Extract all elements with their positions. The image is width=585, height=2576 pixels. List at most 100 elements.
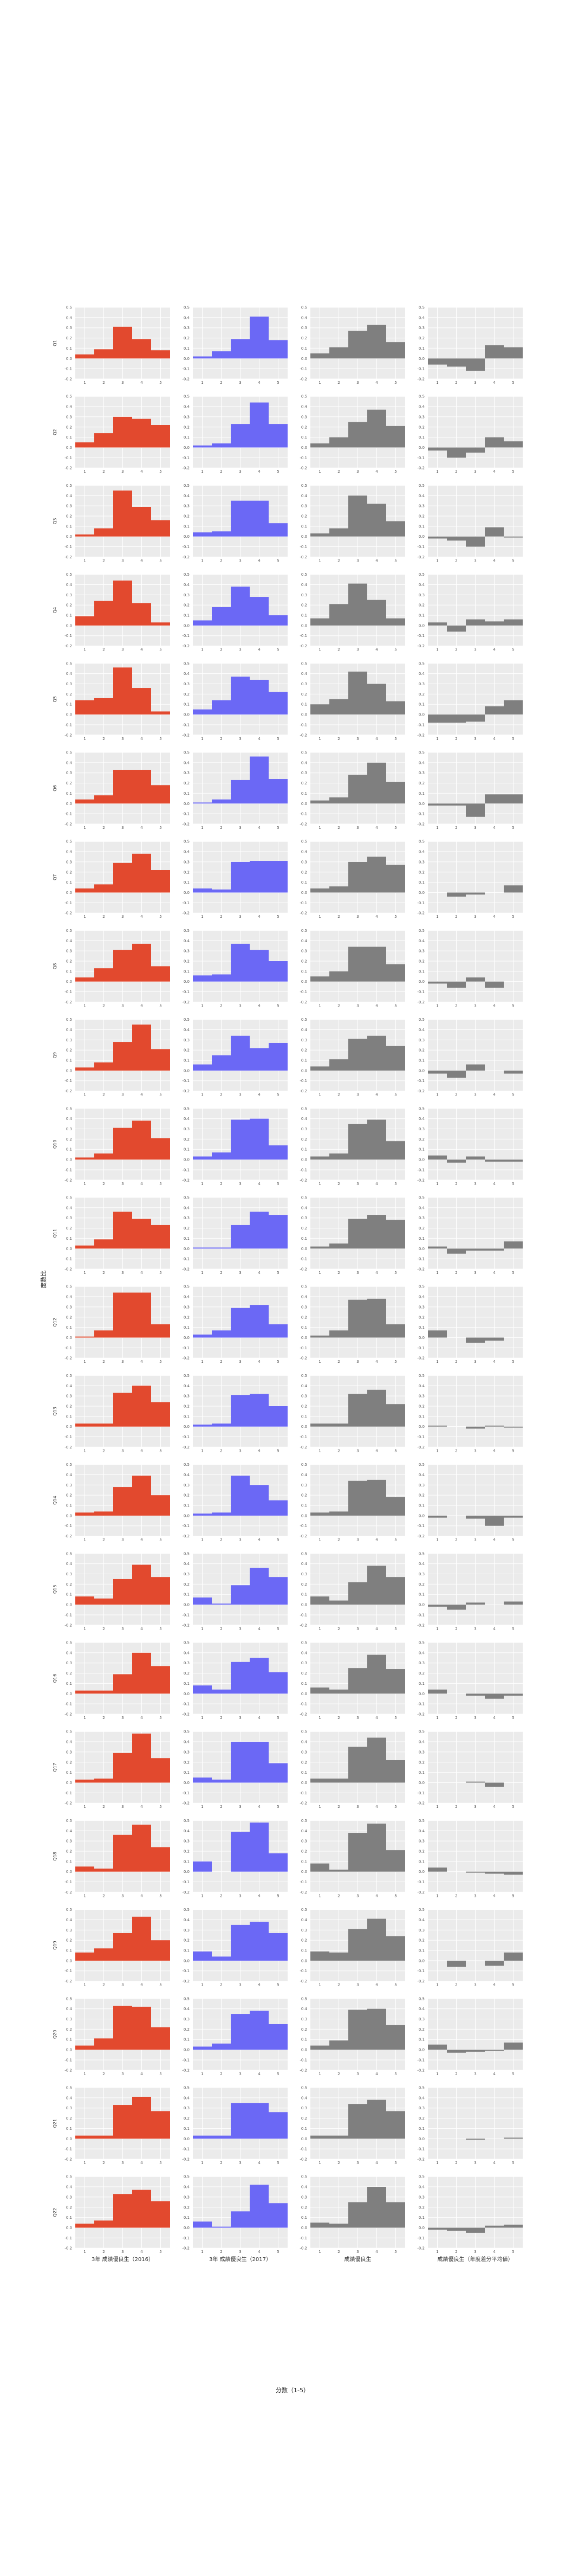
bar	[113, 580, 132, 626]
bar	[310, 2223, 329, 2228]
y-tick-label: 0.1	[419, 1504, 425, 1508]
y-tick-label: -0.2	[64, 555, 72, 559]
y-tick-label: 0.0	[419, 1336, 425, 1340]
y-tick-label: 0.3	[419, 2017, 425, 2021]
x-tick-label: 4	[258, 2161, 261, 2165]
bar	[428, 2044, 447, 2050]
bar	[151, 1049, 170, 1071]
bar	[94, 1239, 113, 1249]
bar	[250, 1305, 269, 1338]
y-tick-label: 0.3	[66, 1572, 72, 1576]
y-tick-label: 0.5	[66, 929, 72, 933]
y-tick-label: 0.1	[184, 880, 190, 885]
y-tick-label: 0.5	[301, 1997, 307, 2001]
y-tick-label: 0.2	[301, 2116, 307, 2121]
x-tick-label: 5	[159, 915, 161, 919]
y-tick-label: 0.4	[301, 1651, 308, 1655]
y-tick-label: -0.1	[64, 2058, 72, 2062]
y-tick-label: 0.2	[301, 692, 307, 697]
y-tick-label: 0.2	[419, 1315, 425, 1319]
bar	[269, 523, 288, 537]
y-tick-label: 0.4	[419, 761, 425, 765]
panel: -0.2-0.10.00.10.20.30.40.51 2 3 4 5	[182, 1017, 288, 1097]
y-tick-label: 0.0	[184, 446, 190, 450]
x-tick-label: 5	[512, 558, 514, 563]
y-tick-label: 0.3	[301, 1750, 307, 1754]
panel: -0.2-0.10.00.10.20.30.40.51 2 3 4 5	[182, 1106, 288, 1186]
y-tick-label: 0.5	[301, 1730, 307, 1734]
x-tick-label: 5	[394, 1182, 396, 1186]
bar	[310, 353, 329, 359]
bar	[329, 1952, 348, 1961]
y-tick-label: -0.2	[64, 733, 72, 737]
y-tick-label: -0.2	[64, 1979, 72, 1983]
bar	[113, 770, 132, 804]
x-tick-label: 1	[318, 648, 321, 652]
y-tick-label: 0.1	[184, 435, 190, 440]
y-tick-label: 0.0	[301, 1959, 307, 1963]
x-tick-label: 3	[474, 2161, 476, 2165]
y-tick-label: 0.5	[184, 2175, 190, 2179]
bar	[310, 1156, 329, 1160]
bar	[151, 1577, 170, 1605]
bar	[269, 1763, 288, 1783]
bar	[75, 1157, 94, 1160]
bar	[447, 1248, 466, 1254]
x-tick-label: 4	[258, 1360, 261, 1364]
panel: -0.2-0.10.00.10.20.30.40.51 2 3 4 5	[64, 1551, 170, 1631]
bar	[269, 2024, 288, 2050]
x-tick-label: 5	[394, 1627, 396, 1631]
bar	[329, 1511, 348, 1516]
y-tick-label: 0.0	[184, 2226, 190, 2230]
y-tick-label: 0.2	[301, 1315, 307, 1319]
x-tick-label: 4	[140, 1271, 143, 1275]
bar	[504, 1601, 523, 1605]
x-tick-label: 4	[375, 1271, 378, 1275]
x-tick-label: 5	[394, 2161, 396, 2165]
bar	[310, 1863, 329, 1872]
y-tick-label: -0.2	[417, 377, 425, 382]
bar	[94, 2038, 113, 2050]
bar	[310, 2045, 329, 2050]
panel: -0.2-0.10.00.10.20.30.40.51 2 3 4 5	[417, 484, 523, 563]
x-tick-label: 2	[220, 1003, 222, 1008]
panel: -0.2-0.10.00.10.20.30.40.51 2 3 4 5	[300, 1551, 405, 1631]
x-tick-label: 3	[121, 1627, 123, 1631]
y-tick-label: -0.2	[300, 1000, 307, 1004]
panel: -0.2-0.10.00.10.20.30.40.51 2 3 4 5	[182, 1908, 288, 1987]
bar	[113, 2006, 132, 2050]
y-tick-label: 0.4	[184, 405, 190, 409]
bar	[193, 888, 212, 893]
y-tick-label: 0.1	[66, 614, 72, 618]
panel: -0.2-0.10.00.10.20.30.40.51 2 3 4 5	[64, 1641, 170, 1720]
y-tick-label: -0.1	[182, 990, 190, 994]
bar	[466, 1426, 485, 1429]
y-tick-label: 0.5	[301, 1551, 307, 1556]
bar	[329, 797, 348, 804]
y-tick-label: -0.2	[182, 822, 190, 827]
y-tick-label: 0.4	[419, 1384, 425, 1388]
y-tick-label: 0.1	[66, 2038, 72, 2042]
x-tick-label: 4	[140, 648, 143, 652]
y-tick-label: 0.5	[419, 1641, 425, 1645]
x-tick-label: 1	[201, 381, 203, 385]
x-tick-label: 2	[337, 1894, 340, 1898]
bar	[151, 1758, 170, 1783]
bar	[113, 416, 132, 448]
x-tick-label: 1	[436, 1894, 438, 1898]
x-tick-label: 5	[512, 737, 514, 741]
y-tick-label: 0.1	[301, 1949, 307, 1953]
y-tick-label: 0.1	[184, 1414, 190, 1419]
x-tick-label: 2	[455, 469, 457, 474]
x-tick-label: 3	[121, 1716, 123, 1720]
x-tick-label: 5	[394, 1271, 396, 1275]
x-tick-label: 5	[277, 648, 279, 652]
panel: -0.2-0.10.00.10.20.30.40.51 2 3 4 5	[64, 572, 170, 652]
x-tick-label: 3	[239, 1983, 241, 1987]
x-tick-label: 2	[337, 1093, 340, 1097]
x-tick-label: 4	[493, 2161, 496, 2165]
bar	[250, 1822, 269, 1872]
bar	[75, 1596, 94, 1605]
bar	[250, 1212, 269, 1249]
y-tick-label: 0.5	[66, 484, 72, 488]
